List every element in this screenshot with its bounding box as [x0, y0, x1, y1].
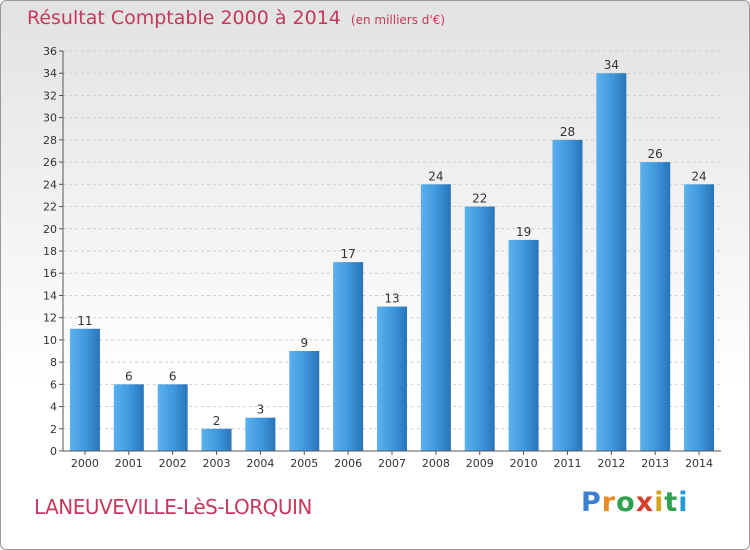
- value-labels: 11 6 6 2 3 9 17 13 24 22 19 28 34 26 24: [77, 58, 706, 428]
- proxiti-logo: Proxiti: [581, 487, 689, 518]
- y-tick-label: 30: [43, 112, 57, 125]
- y-tick-label: 36: [43, 45, 57, 58]
- x-tick-label: 2008: [422, 457, 450, 470]
- data-label: 6: [125, 369, 133, 383]
- bar: [377, 306, 407, 451]
- chart-unit: (en milliers d'€): [350, 13, 446, 27]
- x-tick-label: 2001: [115, 457, 143, 470]
- y-tick-label: 14: [43, 289, 57, 302]
- y-tick-label: 10: [43, 334, 57, 347]
- y-tick-label: 6: [50, 378, 57, 391]
- bar: [596, 73, 627, 451]
- x-tick-labels: 2000 2001 2002 2003 2004 2005 2006 2007 2008 2009…: [71, 457, 713, 470]
- y-tick-label: 8: [50, 356, 57, 369]
- logo-letter: P: [581, 487, 602, 518]
- bar: [420, 184, 451, 452]
- data-label: 3: [257, 403, 265, 417]
- data-label: 11: [77, 314, 92, 328]
- y-tick-label: 26: [43, 156, 57, 169]
- y-tick-label: 18: [43, 245, 57, 258]
- logo-letter: i: [654, 487, 665, 518]
- y-tick-label: 28: [43, 134, 57, 147]
- bars: [69, 73, 715, 452]
- logo-letter: i: [678, 487, 689, 518]
- bar: [201, 428, 232, 451]
- data-label: 9: [300, 336, 308, 350]
- x-tick-label: 2003: [203, 457, 231, 470]
- bar: [157, 384, 188, 451]
- chart-title: Résultat Comptable 2000 à 2014 (en millie…: [27, 7, 445, 29]
- x-tick-label: 2014: [685, 457, 713, 470]
- bar: [640, 162, 671, 451]
- x-tick-label: 2005: [290, 457, 318, 470]
- x-tick-label: 2013: [641, 457, 669, 470]
- data-label: 24: [691, 169, 706, 183]
- x-tick-label: 2011: [553, 457, 581, 470]
- logo-letter: o: [616, 487, 636, 518]
- data-label: 17: [340, 247, 355, 261]
- bar: [289, 351, 320, 451]
- y-tick-label: 32: [43, 89, 57, 102]
- data-label: 19: [516, 225, 531, 239]
- x-tick-label: 2000: [71, 457, 99, 470]
- bar: [684, 184, 715, 452]
- bar: [552, 139, 583, 451]
- y-tick-label: 34: [43, 67, 57, 80]
- bar: [508, 239, 539, 451]
- x-tick-label: 2009: [466, 457, 494, 470]
- x-tick-label: 2010: [510, 457, 538, 470]
- y-tick-label: 22: [43, 201, 57, 214]
- x-tick-label: 2012: [597, 457, 625, 470]
- data-label: 34: [604, 58, 619, 72]
- logo-letter: t: [664, 487, 679, 518]
- chart-title-text: Résultat Comptable 2000 à 2014: [27, 7, 341, 29]
- bar: [113, 384, 144, 451]
- y-tick-label: 12: [43, 312, 57, 325]
- y-tick-label: 20: [43, 223, 57, 236]
- y-tick-label: 4: [50, 401, 57, 414]
- logo-letter: r: [601, 487, 617, 518]
- data-label: 13: [384, 292, 399, 306]
- axes: [59, 50, 721, 455]
- x-tick-label: 2007: [378, 457, 406, 470]
- data-label: 6: [169, 369, 177, 383]
- y-tick-label: 16: [43, 267, 57, 280]
- x-tick-label: 2002: [159, 457, 187, 470]
- x-tick-label: 2004: [246, 457, 274, 470]
- y-tick-label: 2: [50, 423, 57, 436]
- data-label: 22: [472, 192, 487, 206]
- bar: [333, 262, 364, 451]
- y-tick-label: 24: [43, 178, 57, 191]
- town-name: LANEUVEVILLE-LèS-LORQUIN: [34, 495, 312, 519]
- data-label: 2: [213, 414, 221, 428]
- y-tick-label: 0: [50, 445, 57, 458]
- data-label: 24: [428, 169, 443, 183]
- bar: [464, 206, 495, 451]
- data-label: 28: [560, 125, 575, 139]
- x-tick-label: 2006: [334, 457, 362, 470]
- bar: [69, 328, 100, 451]
- bar: [245, 417, 276, 451]
- logo-letter: x: [635, 487, 655, 518]
- data-label: 26: [648, 147, 663, 161]
